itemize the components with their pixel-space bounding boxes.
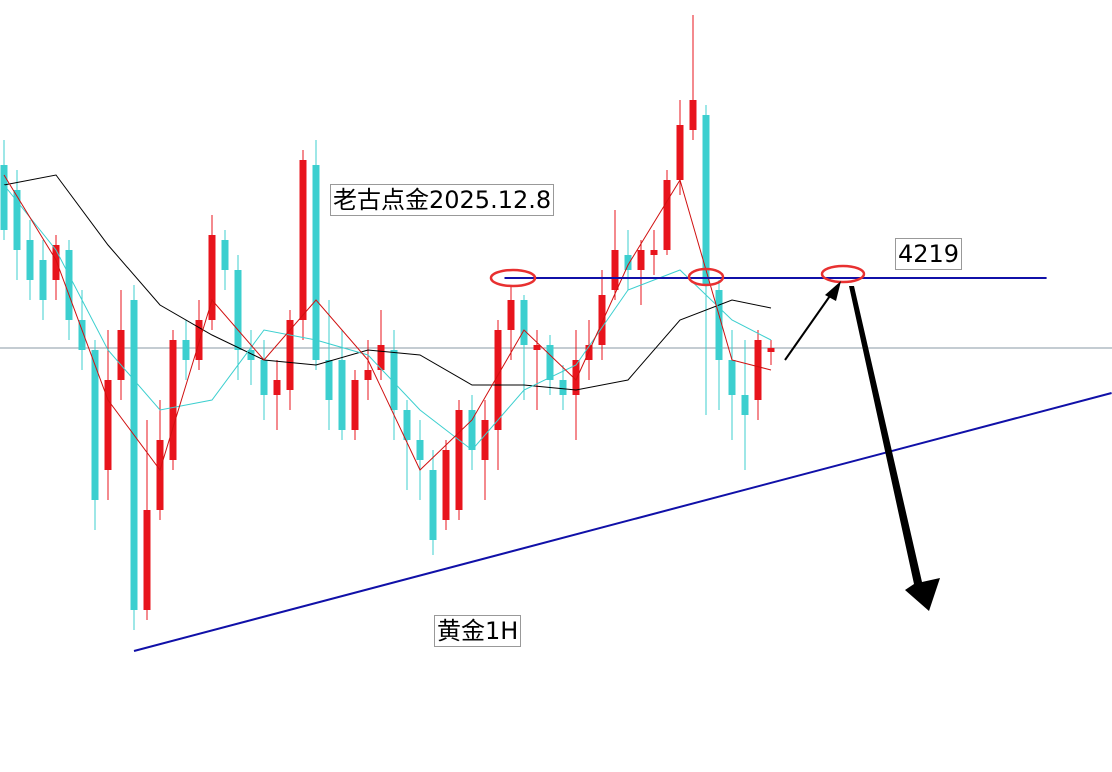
candle-body [689,100,697,130]
down-arrow [849,286,940,611]
candle-body [559,380,567,395]
candle-body [624,255,632,270]
candle-body [0,165,8,230]
candle-body [338,360,346,430]
candle-body [130,300,138,610]
candle-body [715,290,723,360]
candle-body [13,190,21,250]
candle-body [429,470,437,540]
candle-body [702,115,710,285]
candle-body [325,360,333,400]
candle-body [143,510,151,610]
candle-body [26,240,34,280]
candle-body [572,360,580,395]
highlight-ellipse [489,268,537,288]
candle-body [546,345,554,380]
candle-body [312,165,320,360]
candle-body [390,350,398,410]
candle-body [52,245,60,280]
candle-body [364,370,372,380]
candle-body [104,380,112,470]
candle-body [416,440,424,460]
candle-body [39,260,47,300]
candle-body [767,348,775,352]
candle-body [182,340,190,360]
candle-body [260,360,268,395]
level-label: 4219 [895,238,963,270]
candle-body [208,235,216,320]
candle-body [585,345,593,360]
candle-body [221,240,229,270]
candle-body [156,440,164,510]
candle-body [663,180,671,250]
candle-body [520,300,528,345]
candle-body [195,320,203,360]
candle-body [78,320,86,350]
annotation: 黄金1H [434,615,522,647]
candle-body [598,295,606,345]
candle-body [676,125,684,180]
moving-average [3,174,772,472]
candle-body [169,340,177,460]
candle-body [234,270,242,350]
moving-average [3,174,772,391]
candle-body [65,250,73,320]
candle-body [468,410,476,450]
arrow-head [825,281,841,301]
candle-body [351,380,359,430]
candle-body [481,420,489,460]
arrow-shaft [784,292,833,361]
annotation: 老古点金2025.12.8 [330,184,555,216]
candle-body [741,395,749,415]
candle-body [507,300,515,330]
candle-body [637,250,645,270]
candle-body [299,160,307,320]
candle-body [247,350,255,360]
candle-body [91,350,99,500]
candle-body [650,250,658,255]
candle-body [377,345,385,370]
candle-body [117,330,125,380]
trend-line [133,392,1112,652]
candle-body [455,410,463,510]
candle-body [442,450,450,520]
candle-body [533,345,541,350]
candle-body [494,330,502,430]
candle-body [611,250,619,290]
candle-body [273,380,281,395]
highlight-ellipse [820,264,866,284]
candle-body [728,360,736,395]
highlight-ellipse [687,267,725,287]
moving-average [3,184,772,451]
candle-body [286,320,294,390]
candle-body [754,340,762,400]
candle-body [403,410,411,440]
